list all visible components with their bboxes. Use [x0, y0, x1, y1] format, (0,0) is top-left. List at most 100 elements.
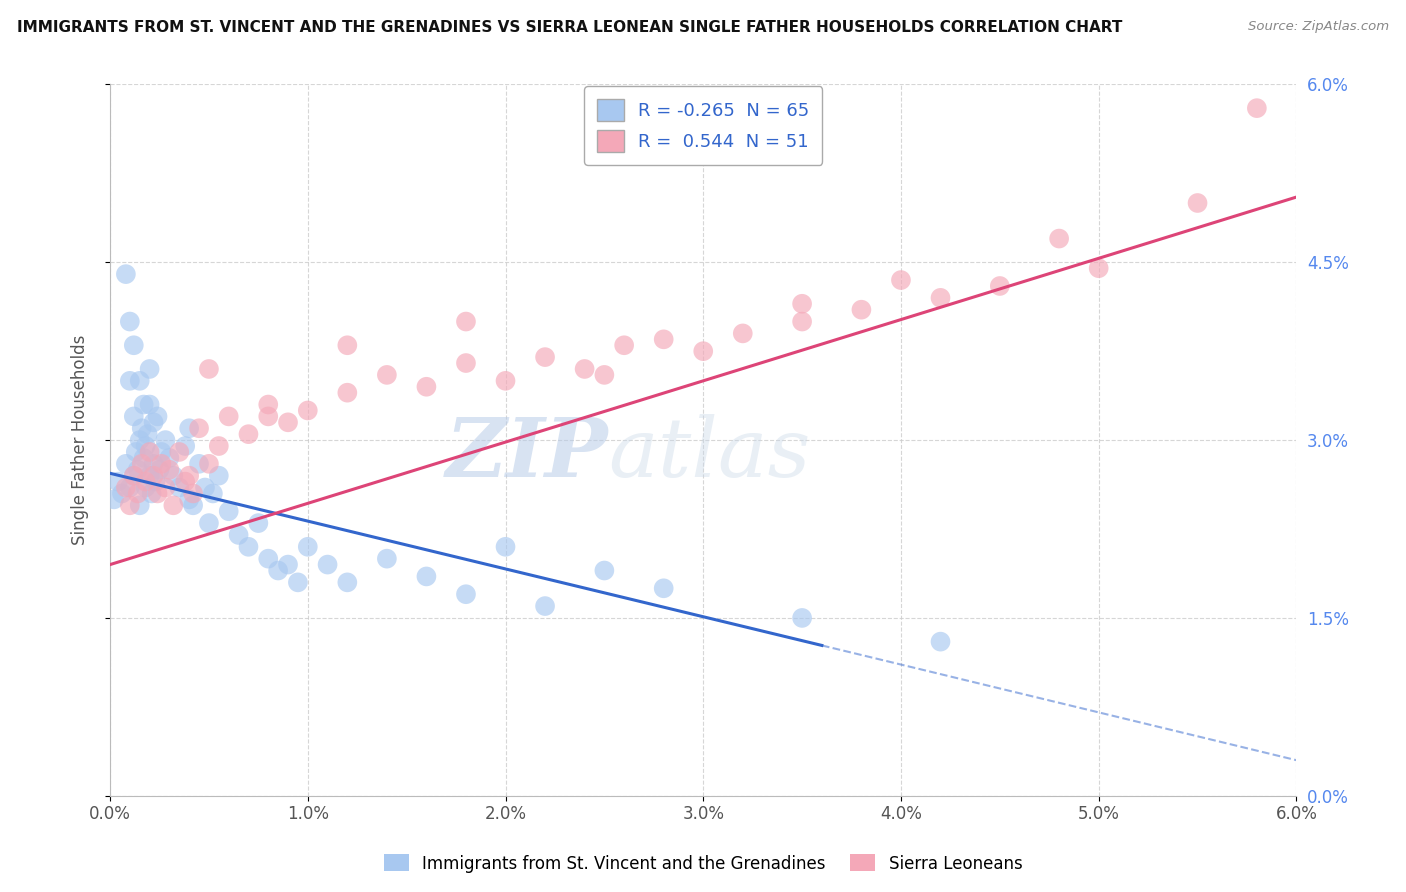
Point: [122, 409, 145, 424]
Point: [415, 380, 437, 394]
Point: [534, 350, 557, 364]
Point: [155, 433, 177, 447]
Point: [128, 433, 150, 447]
Point: [138, 445, 160, 459]
Point: [118, 498, 141, 512]
Legend: R = -0.265  N = 65, R =  0.544  N = 51: R = -0.265 N = 65, R = 0.544 N = 51: [585, 87, 823, 165]
Point: [125, 445, 148, 459]
Point: [247, 516, 270, 530]
Point: [336, 338, 359, 352]
Point: [103, 492, 125, 507]
Point: [454, 314, 477, 328]
Point: [136, 427, 159, 442]
Point: [132, 398, 155, 412]
Point: [297, 403, 319, 417]
Point: [135, 475, 157, 489]
Point: [208, 439, 231, 453]
Y-axis label: Single Father Households: Single Father Households: [72, 334, 89, 545]
Point: [118, 481, 141, 495]
Point: [277, 558, 299, 572]
Text: ZIP: ZIP: [446, 414, 609, 494]
Point: [375, 368, 398, 382]
Point: [135, 439, 157, 453]
Point: [454, 356, 477, 370]
Point: [1187, 196, 1209, 211]
Point: [790, 314, 813, 328]
Point: [155, 481, 177, 495]
Point: [692, 344, 714, 359]
Point: [336, 385, 359, 400]
Point: [415, 569, 437, 583]
Point: [135, 481, 157, 495]
Point: [169, 481, 191, 495]
Point: [142, 468, 165, 483]
Point: [929, 634, 952, 648]
Point: [131, 457, 153, 471]
Point: [1047, 231, 1070, 245]
Point: [336, 575, 359, 590]
Point: [138, 362, 160, 376]
Point: [790, 611, 813, 625]
Point: [988, 279, 1011, 293]
Point: [218, 409, 240, 424]
Point: [162, 498, 184, 512]
Point: [157, 463, 180, 477]
Point: [150, 445, 173, 459]
Point: [122, 468, 145, 483]
Point: [257, 409, 280, 424]
Point: [179, 421, 201, 435]
Point: [238, 540, 260, 554]
Point: [890, 273, 912, 287]
Point: [1246, 101, 1268, 115]
Point: [218, 504, 240, 518]
Point: [238, 427, 260, 442]
Point: [316, 558, 339, 572]
Point: [142, 457, 165, 471]
Point: [454, 587, 477, 601]
Point: [257, 551, 280, 566]
Point: [181, 498, 204, 512]
Point: [593, 564, 616, 578]
Point: [208, 468, 231, 483]
Point: [148, 463, 170, 477]
Point: [131, 421, 153, 435]
Point: [150, 457, 173, 471]
Point: [257, 398, 280, 412]
Point: [127, 463, 149, 477]
Point: [188, 421, 211, 435]
Point: [138, 398, 160, 412]
Point: [375, 551, 398, 566]
Point: [652, 582, 675, 596]
Point: [277, 415, 299, 429]
Point: [132, 450, 155, 465]
Point: [1087, 261, 1109, 276]
Point: [181, 486, 204, 500]
Point: [198, 362, 221, 376]
Point: [146, 486, 169, 500]
Point: [194, 481, 217, 495]
Point: [790, 297, 813, 311]
Point: [142, 415, 165, 429]
Text: Source: ZipAtlas.com: Source: ZipAtlas.com: [1249, 20, 1389, 33]
Text: IMMIGRANTS FROM ST. VINCENT AND THE GRENADINES VS SIERRA LEONEAN SINGLE FATHER H: IMMIGRANTS FROM ST. VINCENT AND THE GREN…: [17, 20, 1122, 35]
Point: [128, 498, 150, 512]
Point: [731, 326, 754, 341]
Point: [141, 486, 163, 500]
Point: [146, 409, 169, 424]
Point: [929, 291, 952, 305]
Point: [201, 486, 224, 500]
Point: [851, 302, 873, 317]
Point: [122, 468, 145, 483]
Point: [169, 445, 191, 459]
Point: [198, 457, 221, 471]
Point: [188, 457, 211, 471]
Point: [613, 338, 636, 352]
Point: [127, 486, 149, 500]
Point: [593, 368, 616, 382]
Point: [107, 475, 129, 489]
Point: [111, 486, 134, 500]
Text: atlas: atlas: [609, 414, 811, 494]
Point: [574, 362, 596, 376]
Point: [495, 374, 517, 388]
Point: [495, 540, 517, 554]
